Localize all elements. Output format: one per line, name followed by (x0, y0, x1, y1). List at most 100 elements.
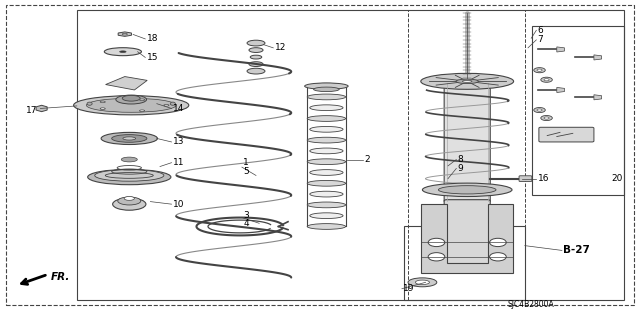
Bar (77, 10, 624, 300)
Text: FR.: FR. (51, 272, 70, 282)
Ellipse shape (310, 148, 343, 154)
Text: 13: 13 (173, 137, 184, 146)
Ellipse shape (122, 95, 140, 101)
Text: 1: 1 (243, 158, 249, 167)
FancyBboxPatch shape (539, 127, 594, 142)
Bar (532, 26, 624, 195)
Ellipse shape (101, 132, 157, 145)
Ellipse shape (86, 98, 176, 112)
Polygon shape (594, 95, 602, 100)
Circle shape (428, 253, 445, 261)
Ellipse shape (113, 198, 146, 210)
Ellipse shape (307, 202, 346, 208)
Ellipse shape (307, 137, 346, 143)
Ellipse shape (462, 80, 472, 82)
Ellipse shape (310, 170, 343, 175)
Ellipse shape (122, 33, 127, 35)
Ellipse shape (124, 197, 134, 200)
Ellipse shape (88, 169, 171, 185)
Text: 17: 17 (26, 106, 37, 115)
Ellipse shape (249, 62, 263, 67)
Polygon shape (557, 87, 564, 93)
Ellipse shape (170, 102, 175, 105)
Ellipse shape (541, 77, 552, 82)
Text: 6: 6 (538, 26, 543, 35)
Text: 8: 8 (458, 155, 463, 164)
Text: 2: 2 (365, 155, 371, 164)
Ellipse shape (305, 83, 348, 89)
Text: 18: 18 (147, 34, 159, 43)
Circle shape (490, 253, 506, 261)
Circle shape (428, 238, 445, 247)
Ellipse shape (123, 137, 136, 140)
Ellipse shape (310, 213, 343, 219)
Ellipse shape (250, 55, 262, 59)
Ellipse shape (307, 94, 346, 100)
FancyBboxPatch shape (519, 176, 532, 182)
Polygon shape (421, 204, 513, 273)
Ellipse shape (310, 83, 343, 89)
Ellipse shape (310, 105, 343, 111)
Ellipse shape (140, 99, 145, 100)
Bar (404, 226, 525, 300)
Ellipse shape (534, 108, 545, 113)
Polygon shape (118, 32, 131, 36)
Ellipse shape (537, 109, 542, 111)
FancyBboxPatch shape (444, 82, 490, 202)
Text: 3: 3 (243, 211, 249, 220)
Text: 11: 11 (173, 158, 184, 167)
Ellipse shape (456, 79, 479, 84)
Ellipse shape (534, 68, 545, 73)
Ellipse shape (100, 108, 106, 109)
Ellipse shape (422, 183, 512, 197)
Text: 14: 14 (173, 104, 184, 113)
Ellipse shape (74, 96, 189, 115)
Text: 15: 15 (147, 53, 159, 62)
Ellipse shape (247, 40, 265, 46)
Ellipse shape (408, 278, 437, 287)
Text: 5: 5 (243, 167, 249, 176)
Polygon shape (106, 77, 147, 90)
Ellipse shape (87, 102, 92, 105)
Ellipse shape (544, 117, 549, 119)
FancyBboxPatch shape (444, 200, 490, 264)
Text: 4: 4 (243, 219, 249, 228)
Ellipse shape (249, 48, 263, 53)
Ellipse shape (307, 224, 346, 229)
Circle shape (490, 238, 506, 247)
Text: 20: 20 (611, 174, 623, 183)
Ellipse shape (100, 101, 106, 103)
Text: B-27: B-27 (563, 245, 590, 256)
Text: 10: 10 (173, 200, 184, 209)
Polygon shape (594, 55, 602, 60)
Text: 7: 7 (538, 35, 543, 44)
Text: 12: 12 (275, 43, 287, 52)
Ellipse shape (541, 115, 552, 121)
Ellipse shape (307, 181, 346, 186)
Ellipse shape (438, 186, 496, 194)
Ellipse shape (164, 104, 169, 106)
Ellipse shape (95, 170, 164, 181)
Ellipse shape (307, 159, 346, 165)
Text: SJC4B2800A: SJC4B2800A (508, 300, 555, 309)
Polygon shape (36, 105, 47, 112)
Ellipse shape (140, 110, 145, 112)
Ellipse shape (310, 191, 343, 197)
Ellipse shape (544, 79, 549, 81)
Ellipse shape (421, 73, 514, 89)
Ellipse shape (104, 48, 141, 56)
Ellipse shape (116, 95, 147, 104)
Ellipse shape (307, 116, 346, 122)
Ellipse shape (537, 69, 542, 71)
Polygon shape (557, 47, 564, 52)
Ellipse shape (310, 126, 343, 132)
Ellipse shape (122, 157, 138, 162)
Ellipse shape (112, 135, 147, 142)
Ellipse shape (118, 197, 141, 205)
Text: 9: 9 (458, 164, 463, 173)
Ellipse shape (415, 280, 429, 285)
Ellipse shape (247, 68, 265, 74)
Text: 19: 19 (403, 284, 415, 293)
Ellipse shape (120, 51, 126, 53)
Ellipse shape (314, 87, 339, 92)
